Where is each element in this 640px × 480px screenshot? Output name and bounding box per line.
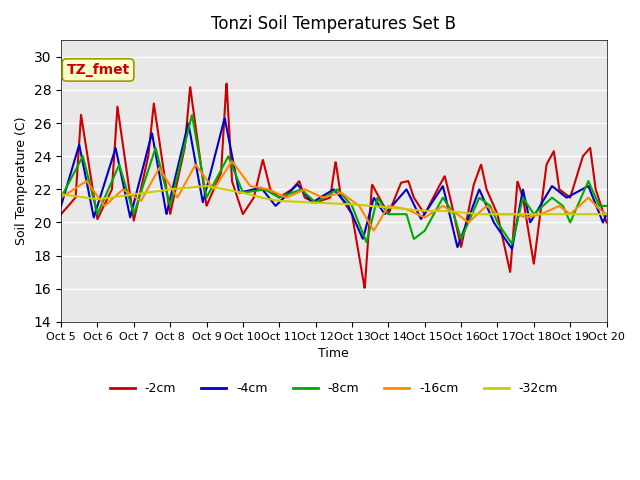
-16cm — [603, 211, 611, 217]
-4cm — [508, 246, 516, 252]
-16cm — [368, 225, 376, 230]
-8cm — [508, 241, 516, 247]
-32cm — [310, 200, 318, 205]
-32cm — [300, 199, 308, 205]
-8cm — [99, 198, 107, 204]
-16cm — [310, 191, 318, 196]
Legend: -2cm, -4cm, -8cm, -16cm, -32cm: -2cm, -4cm, -8cm, -16cm, -32cm — [104, 377, 563, 400]
-8cm — [57, 195, 65, 201]
-16cm — [122, 188, 129, 194]
-2cm — [99, 204, 107, 210]
-16cm — [57, 195, 65, 201]
-16cm — [289, 192, 297, 198]
Y-axis label: Soil Temperature (C): Soil Temperature (C) — [15, 117, 28, 245]
-32cm — [289, 199, 297, 204]
-4cm — [368, 202, 376, 208]
Line: -16cm: -16cm — [61, 161, 607, 230]
-4cm — [122, 192, 129, 198]
-8cm — [310, 198, 318, 204]
-2cm — [223, 81, 230, 86]
-2cm — [603, 220, 611, 226]
Line: -8cm: -8cm — [61, 115, 607, 244]
-8cm — [122, 183, 129, 189]
-8cm — [300, 189, 308, 195]
-2cm — [369, 182, 376, 188]
-2cm — [57, 211, 65, 217]
Title: Tonzi Soil Temperatures Set B: Tonzi Soil Temperatures Set B — [211, 15, 456, 33]
-4cm — [99, 184, 107, 190]
-4cm — [603, 211, 611, 217]
-2cm — [289, 185, 297, 191]
-16cm — [99, 201, 107, 207]
-4cm — [289, 186, 297, 192]
-4cm — [310, 199, 318, 204]
-8cm — [603, 203, 611, 209]
-2cm — [122, 160, 129, 166]
Text: TZ_fmet: TZ_fmet — [67, 63, 130, 77]
-32cm — [122, 192, 129, 198]
-32cm — [603, 211, 611, 217]
Line: -4cm: -4cm — [61, 119, 607, 249]
-2cm — [300, 193, 308, 199]
Line: -2cm: -2cm — [61, 84, 607, 288]
-32cm — [203, 183, 211, 189]
-32cm — [99, 195, 107, 201]
-4cm — [221, 116, 228, 121]
-32cm — [57, 192, 65, 197]
-32cm — [476, 211, 483, 217]
-4cm — [57, 203, 65, 209]
-4cm — [300, 190, 308, 196]
-2cm — [361, 285, 369, 291]
-32cm — [368, 203, 376, 209]
X-axis label: Time: Time — [319, 347, 349, 360]
-16cm — [228, 158, 236, 164]
-2cm — [310, 199, 318, 205]
-8cm — [188, 112, 196, 118]
-8cm — [289, 190, 297, 195]
-16cm — [300, 187, 308, 192]
-16cm — [370, 228, 378, 233]
-8cm — [368, 218, 376, 224]
Line: -32cm: -32cm — [61, 186, 607, 214]
